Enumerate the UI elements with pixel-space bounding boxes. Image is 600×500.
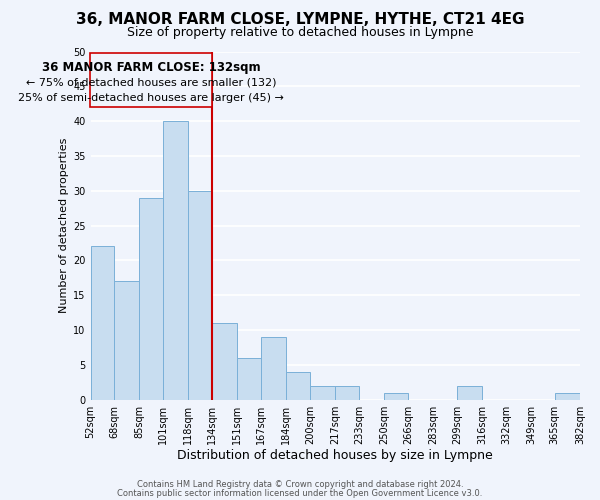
Bar — [139, 198, 163, 400]
Bar — [335, 386, 359, 400]
Text: 36, MANOR FARM CLOSE, LYMPNE, HYTHE, CT21 4EG: 36, MANOR FARM CLOSE, LYMPNE, HYTHE, CT2… — [76, 12, 524, 28]
Bar — [91, 246, 114, 400]
Text: Contains HM Land Registry data © Crown copyright and database right 2024.: Contains HM Land Registry data © Crown c… — [137, 480, 463, 489]
Bar — [384, 392, 408, 400]
Bar — [310, 386, 335, 400]
X-axis label: Distribution of detached houses by size in Lympne: Distribution of detached houses by size … — [178, 450, 493, 462]
Bar — [286, 372, 310, 400]
FancyBboxPatch shape — [90, 53, 212, 107]
Bar — [188, 191, 212, 400]
Bar — [212, 323, 238, 400]
Text: 25% of semi-detached houses are larger (45) →: 25% of semi-detached houses are larger (… — [18, 94, 284, 104]
Text: 36 MANOR FARM CLOSE: 132sqm: 36 MANOR FARM CLOSE: 132sqm — [41, 61, 260, 74]
Bar — [457, 386, 482, 400]
Text: Size of property relative to detached houses in Lympne: Size of property relative to detached ho… — [127, 26, 473, 39]
Bar — [114, 282, 139, 400]
Bar — [555, 392, 580, 400]
Bar — [238, 358, 261, 400]
Text: ← 75% of detached houses are smaller (132): ← 75% of detached houses are smaller (13… — [26, 78, 276, 88]
Bar — [261, 337, 286, 400]
Bar — [163, 121, 188, 400]
Text: Contains public sector information licensed under the Open Government Licence v3: Contains public sector information licen… — [118, 488, 482, 498]
Y-axis label: Number of detached properties: Number of detached properties — [59, 138, 69, 314]
